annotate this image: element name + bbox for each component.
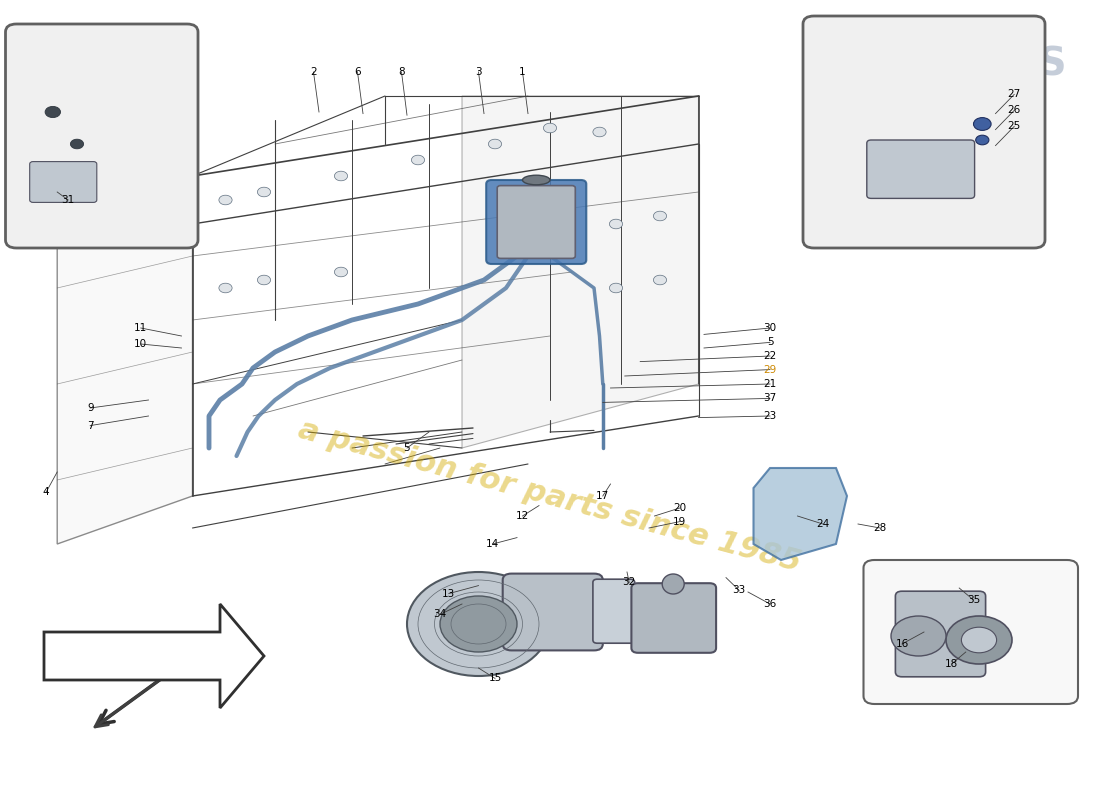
Text: 34: 34 bbox=[433, 610, 447, 619]
Text: 10: 10 bbox=[134, 339, 147, 349]
Text: 13: 13 bbox=[442, 589, 455, 598]
Circle shape bbox=[45, 106, 60, 118]
Circle shape bbox=[257, 275, 271, 285]
FancyBboxPatch shape bbox=[864, 560, 1078, 704]
FancyBboxPatch shape bbox=[6, 24, 198, 248]
Text: 36: 36 bbox=[763, 599, 777, 609]
Text: 3: 3 bbox=[475, 67, 482, 77]
PathPatch shape bbox=[44, 604, 264, 708]
Text: 21: 21 bbox=[763, 379, 777, 389]
Text: 15: 15 bbox=[488, 674, 502, 683]
Text: 14: 14 bbox=[486, 539, 499, 549]
Text: 16: 16 bbox=[895, 639, 909, 649]
Circle shape bbox=[653, 211, 667, 221]
Text: 31: 31 bbox=[62, 195, 75, 205]
Circle shape bbox=[219, 195, 232, 205]
Circle shape bbox=[334, 267, 348, 277]
FancyBboxPatch shape bbox=[593, 579, 635, 643]
Text: 7: 7 bbox=[87, 421, 94, 430]
Text: 5: 5 bbox=[767, 338, 773, 347]
Ellipse shape bbox=[662, 574, 684, 594]
Text: 25: 25 bbox=[1008, 122, 1021, 131]
Text: 4: 4 bbox=[43, 487, 50, 497]
Text: 27: 27 bbox=[1008, 90, 1021, 99]
FancyBboxPatch shape bbox=[30, 162, 97, 202]
FancyBboxPatch shape bbox=[497, 186, 575, 258]
Text: 19: 19 bbox=[673, 517, 686, 526]
FancyBboxPatch shape bbox=[631, 583, 716, 653]
Circle shape bbox=[70, 139, 84, 149]
Text: 5: 5 bbox=[404, 443, 410, 453]
Text: 29: 29 bbox=[763, 365, 777, 374]
PathPatch shape bbox=[57, 176, 192, 544]
Circle shape bbox=[488, 139, 502, 149]
Text: 35: 35 bbox=[967, 595, 980, 605]
Circle shape bbox=[891, 616, 946, 656]
FancyBboxPatch shape bbox=[895, 591, 986, 677]
Circle shape bbox=[976, 135, 989, 145]
PathPatch shape bbox=[754, 468, 847, 560]
Circle shape bbox=[543, 123, 557, 133]
Text: 23: 23 bbox=[763, 411, 777, 421]
Circle shape bbox=[609, 283, 623, 293]
Text: 20: 20 bbox=[673, 503, 686, 513]
Ellipse shape bbox=[522, 175, 550, 185]
Text: 32: 32 bbox=[623, 578, 636, 587]
Text: 22: 22 bbox=[763, 351, 777, 361]
Circle shape bbox=[609, 219, 623, 229]
Text: 8: 8 bbox=[398, 67, 405, 77]
Text: 6: 6 bbox=[354, 67, 361, 77]
Circle shape bbox=[334, 171, 348, 181]
FancyBboxPatch shape bbox=[503, 574, 603, 650]
Text: 11: 11 bbox=[134, 323, 147, 333]
Circle shape bbox=[257, 187, 271, 197]
Circle shape bbox=[411, 155, 425, 165]
Text: 1: 1 bbox=[519, 67, 526, 77]
Circle shape bbox=[974, 118, 991, 130]
Text: 26: 26 bbox=[1008, 106, 1021, 115]
Text: 17: 17 bbox=[596, 491, 609, 501]
Text: FS: FS bbox=[1012, 45, 1067, 83]
Circle shape bbox=[219, 283, 232, 293]
FancyBboxPatch shape bbox=[486, 180, 586, 264]
Text: 12: 12 bbox=[516, 511, 529, 521]
Text: 28: 28 bbox=[873, 523, 887, 533]
Text: a passion for parts since 1985: a passion for parts since 1985 bbox=[296, 414, 804, 578]
FancyBboxPatch shape bbox=[867, 140, 975, 198]
FancyBboxPatch shape bbox=[803, 16, 1045, 248]
Circle shape bbox=[946, 616, 1012, 664]
Text: 30: 30 bbox=[763, 323, 777, 333]
Text: 18: 18 bbox=[945, 659, 958, 669]
Text: 2: 2 bbox=[310, 67, 317, 77]
Text: 33: 33 bbox=[733, 586, 746, 595]
Circle shape bbox=[593, 127, 606, 137]
PathPatch shape bbox=[462, 96, 698, 448]
Circle shape bbox=[961, 627, 997, 653]
Text: 9: 9 bbox=[87, 403, 94, 413]
Circle shape bbox=[653, 275, 667, 285]
Text: 37: 37 bbox=[763, 394, 777, 403]
Circle shape bbox=[440, 596, 517, 652]
Circle shape bbox=[407, 572, 550, 676]
Text: 24: 24 bbox=[816, 519, 829, 529]
